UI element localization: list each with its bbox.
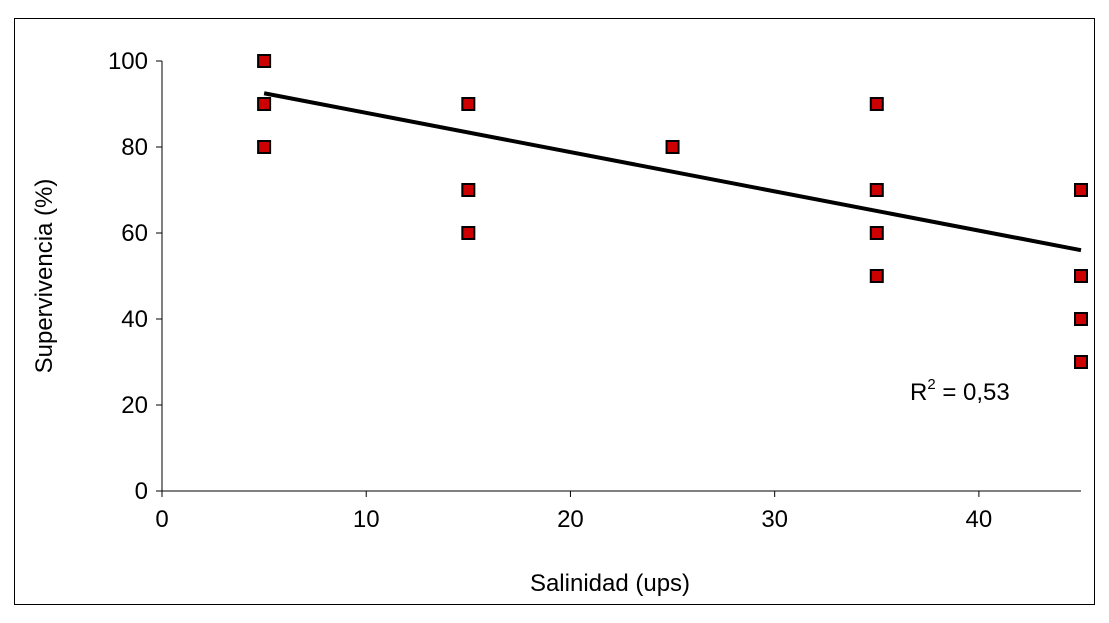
y-tick-label: 60 [121,220,148,247]
trendline [263,91,1082,253]
x-tick-label: 40 [966,506,993,533]
data-point [461,183,476,197]
chart-border [14,18,1095,605]
r-squared-superscript: 2 [927,376,935,393]
data-point [665,140,680,154]
data-point [1074,355,1088,369]
y-tick-label: 0 [135,478,148,505]
data-point [1074,312,1088,326]
y-axis-title: Supervivencia (%) [31,179,58,374]
y-tick-label: 80 [121,134,148,161]
r-squared-value: = 0,53 [936,379,1010,406]
data-point [869,269,884,283]
r-squared-base: R [910,379,927,406]
data-point [257,140,272,154]
x-tick-label: 0 [155,506,168,533]
r-squared-annotation: R2 = 0,53 [910,376,1010,406]
x-tick-label: 20 [557,506,584,533]
data-point [1074,269,1088,283]
x-tick-label: 30 [761,506,788,533]
data-point [257,97,272,111]
data-point [461,97,476,111]
data-point [869,183,884,197]
data-points [257,54,1088,369]
data-point [257,54,272,68]
data-point [869,226,884,240]
y-axis-ticks: 0 20 40 60 80 100 [108,48,162,505]
data-point [461,226,476,240]
x-axis-title: Salinidad (ups) [530,570,690,597]
y-tick-label: 100 [108,48,148,75]
data-point [1074,183,1088,197]
x-axis-ticks: 0 10 20 30 40 [155,491,992,533]
data-point [869,97,884,111]
y-tick-label: 40 [121,306,148,333]
x-tick-label: 10 [353,506,380,533]
y-tick-label: 20 [121,392,148,419]
